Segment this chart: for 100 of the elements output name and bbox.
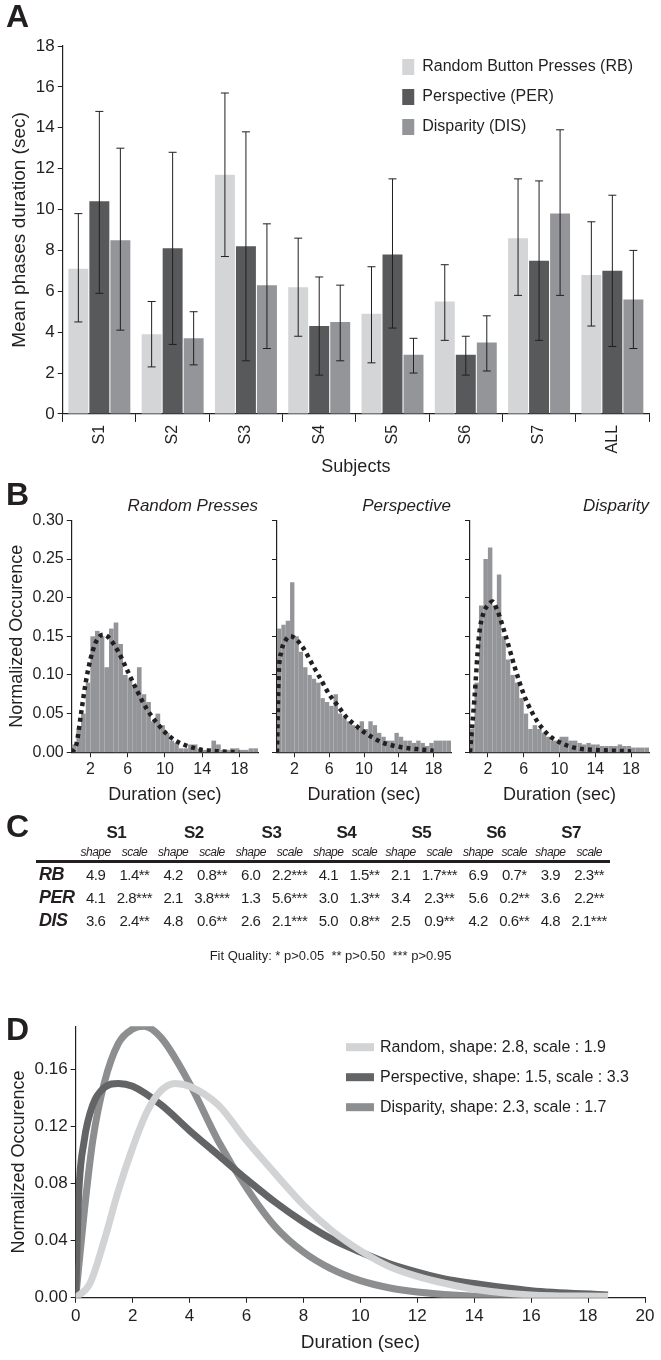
x-tick-label: 18 (578, 1305, 598, 1325)
text: scale (113, 844, 156, 862)
y-tick-label: 0.12 (34, 1115, 68, 1135)
text: 2.2** (574, 889, 605, 906)
x-tick-label: 2 (483, 760, 493, 778)
x-tick-label: 10 (350, 1305, 370, 1325)
text: 0.6** (499, 912, 530, 929)
text: 1.7*** (421, 866, 458, 883)
text: Fit Quality: * p>0.05 ** p>0.50 *** p>0.95 (208, 948, 453, 963)
x-tick-label: 0 (70, 1305, 81, 1325)
x-tick-label: 14 (586, 760, 605, 778)
text: 0.9** (424, 912, 455, 929)
text: shape (158, 845, 189, 859)
text: shape (77, 844, 114, 862)
text: 3.4 (390, 889, 411, 906)
text: 3.6 (85, 912, 106, 929)
text: 5.6 (468, 889, 488, 906)
text: 2.3** (574, 866, 605, 883)
x-tick-label: 6 (324, 760, 334, 778)
x-tick-label: 20 (635, 1305, 655, 1325)
text: 3.0 (318, 889, 339, 906)
y-tick-label: 0.30 (32, 510, 64, 528)
x-tick-label: 8 (298, 1305, 309, 1325)
legend-label: Perspective, shape: 1.5, scale : 3.3 (379, 1067, 630, 1085)
text: 4.8 (540, 912, 561, 929)
text: 0.8** (349, 912, 380, 929)
text: 0.6** (196, 912, 227, 929)
text: scale (351, 845, 378, 859)
text: 2.4** (119, 912, 150, 929)
category-label: S2 (183, 822, 205, 844)
x-tick-label: 18 (424, 760, 443, 778)
y-tick-label: 0.15 (32, 626, 64, 644)
x-tick-label: S6 (456, 424, 474, 445)
category-label: S3 (260, 822, 283, 844)
x-tick-label: 10 (550, 760, 569, 778)
x-axis-title: Duration (sec) (502, 784, 617, 805)
x-tick-label: 6 (241, 1305, 252, 1325)
text: 1.3 (241, 889, 261, 906)
y-tick-label: 18 (35, 35, 55, 55)
text: 1.3** (349, 889, 380, 906)
x-tick-label: 2 (85, 760, 95, 778)
y-axis-title: Mean phases duration (sec) (7, 112, 29, 348)
x-tick-label: 6 (123, 760, 133, 778)
x-tick-label: S3 (236, 424, 254, 445)
category-label: PER (39, 887, 75, 907)
y-axis-title: Normalized Occurence (7, 1070, 28, 1254)
x-axis-title: Duration (sec) (307, 784, 421, 805)
x-tick-label: S2 (163, 424, 181, 445)
text: scale (576, 845, 602, 859)
y-tick-label: 0.05 (32, 703, 64, 721)
chart-title: Random Presses (127, 495, 259, 515)
y-tick-label: 0.16 (34, 1058, 68, 1078)
x-tick-label: S7 (529, 424, 547, 445)
x-axis-title: Duration (sec) (300, 1330, 421, 1352)
text: 4.1 (318, 866, 339, 883)
text: 4.9 (85, 866, 106, 883)
category-label: S5 (410, 822, 433, 844)
text: scale (199, 845, 225, 859)
legend-label: Perspective (PER) (422, 87, 554, 105)
y-tick-label: 0.20 (32, 588, 64, 606)
y-tick-label: 10 (35, 199, 55, 219)
text: 3.8*** (194, 889, 230, 906)
x-tick-label: 18 (230, 760, 249, 778)
y-tick-label: 0.08 (34, 1173, 68, 1193)
text: scale (501, 845, 528, 859)
x-tick-label: 14 (389, 760, 408, 778)
x-tick-label: 10 (155, 760, 174, 778)
category-label: S6 (485, 822, 508, 844)
chart-title: Disparity (582, 495, 651, 515)
category-label: RB (39, 864, 64, 884)
y-tick-label: 0.10 (32, 665, 64, 683)
y-tick-label: 2 (45, 362, 55, 382)
y-tick-label: 4 (45, 321, 55, 341)
text: 4.8 (163, 912, 183, 929)
text: 6.9 (468, 866, 488, 883)
y-axis-title: Normalized Occurence (5, 544, 26, 728)
x-tick-label: 2 (127, 1305, 138, 1325)
x-tick-label: 6 (519, 760, 529, 778)
text: 4.2 (468, 912, 488, 929)
text: 4.1 (85, 889, 106, 906)
text: 0.7* (501, 866, 527, 883)
legend-label: Disparity (DIS) (422, 117, 527, 135)
category-label: S1 (105, 822, 128, 844)
text: 2.1 (390, 866, 411, 883)
y-tick-label: 12 (35, 158, 55, 178)
text: scale (426, 845, 453, 859)
text: 2.1*** (271, 912, 308, 929)
y-tick-label: 0.04 (34, 1230, 68, 1250)
x-axis-title: Duration (sec) (108, 784, 222, 805)
text: 0.8** (196, 866, 227, 883)
x-tick-label: S1 (89, 424, 107, 445)
x-tick-label: 4 (184, 1305, 195, 1325)
text: 2.5 (390, 912, 411, 929)
text: 5.6*** (271, 889, 308, 906)
text: 2.3** (424, 889, 455, 906)
text: 1.5** (349, 866, 380, 883)
text: 0.2** (499, 889, 530, 906)
legend-label: Random Button Presses (RB) (422, 57, 633, 75)
x-tick-label: S4 (309, 424, 327, 445)
text: shape (385, 845, 416, 859)
